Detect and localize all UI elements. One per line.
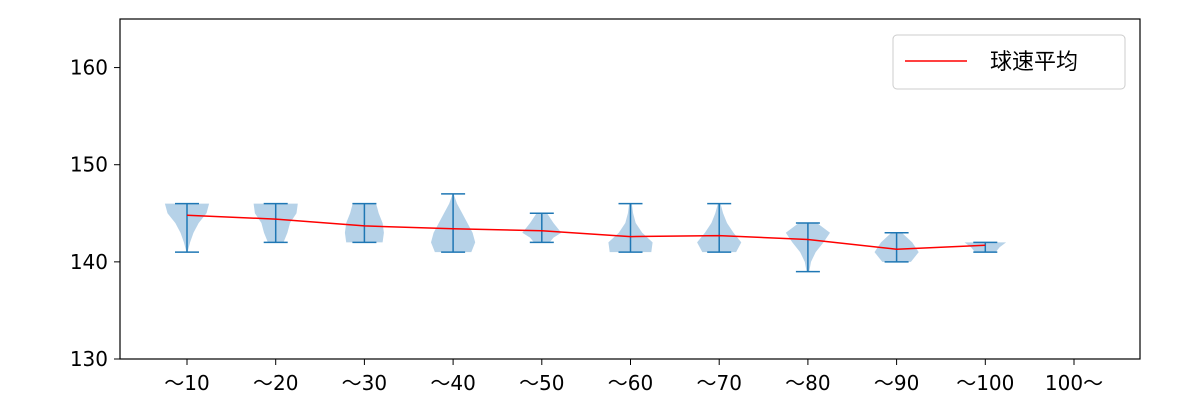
x-tick-label: ～90	[874, 371, 919, 395]
x-tick-label: ～80	[785, 371, 830, 395]
y-tick-label: 150	[70, 153, 108, 177]
x-tick-label: ～50	[519, 371, 564, 395]
legend-box	[892, 34, 1126, 90]
x-tick-label: ～10	[164, 371, 209, 395]
whisker-lines	[175, 193, 998, 273]
x-tick-label: ～60	[608, 371, 653, 395]
x-tick-label: ～100	[956, 371, 1014, 395]
legend-label: 球速平均	[990, 50, 1078, 75]
y-tick-label: 160	[70, 56, 108, 80]
y-tick-label: 140	[70, 250, 108, 274]
x-tick-label: ～30	[342, 371, 387, 395]
x-tick-label: ～40	[430, 371, 475, 395]
x-tick-label: ～20	[253, 371, 298, 395]
y-tick-label: 130	[70, 347, 108, 371]
legend: 球速平均	[892, 34, 1126, 90]
mean-speed-line	[186, 214, 986, 250]
violin-bodies	[164, 193, 1007, 272]
x-tick-label: 100～	[1045, 371, 1103, 395]
axes: 130 140 150 160 ～10 ～20 ～30 ～40 ～50 ～60 ～70 ～80 ～90 ～…	[70, 18, 1141, 395]
x-tick-label: ～70	[696, 371, 741, 395]
